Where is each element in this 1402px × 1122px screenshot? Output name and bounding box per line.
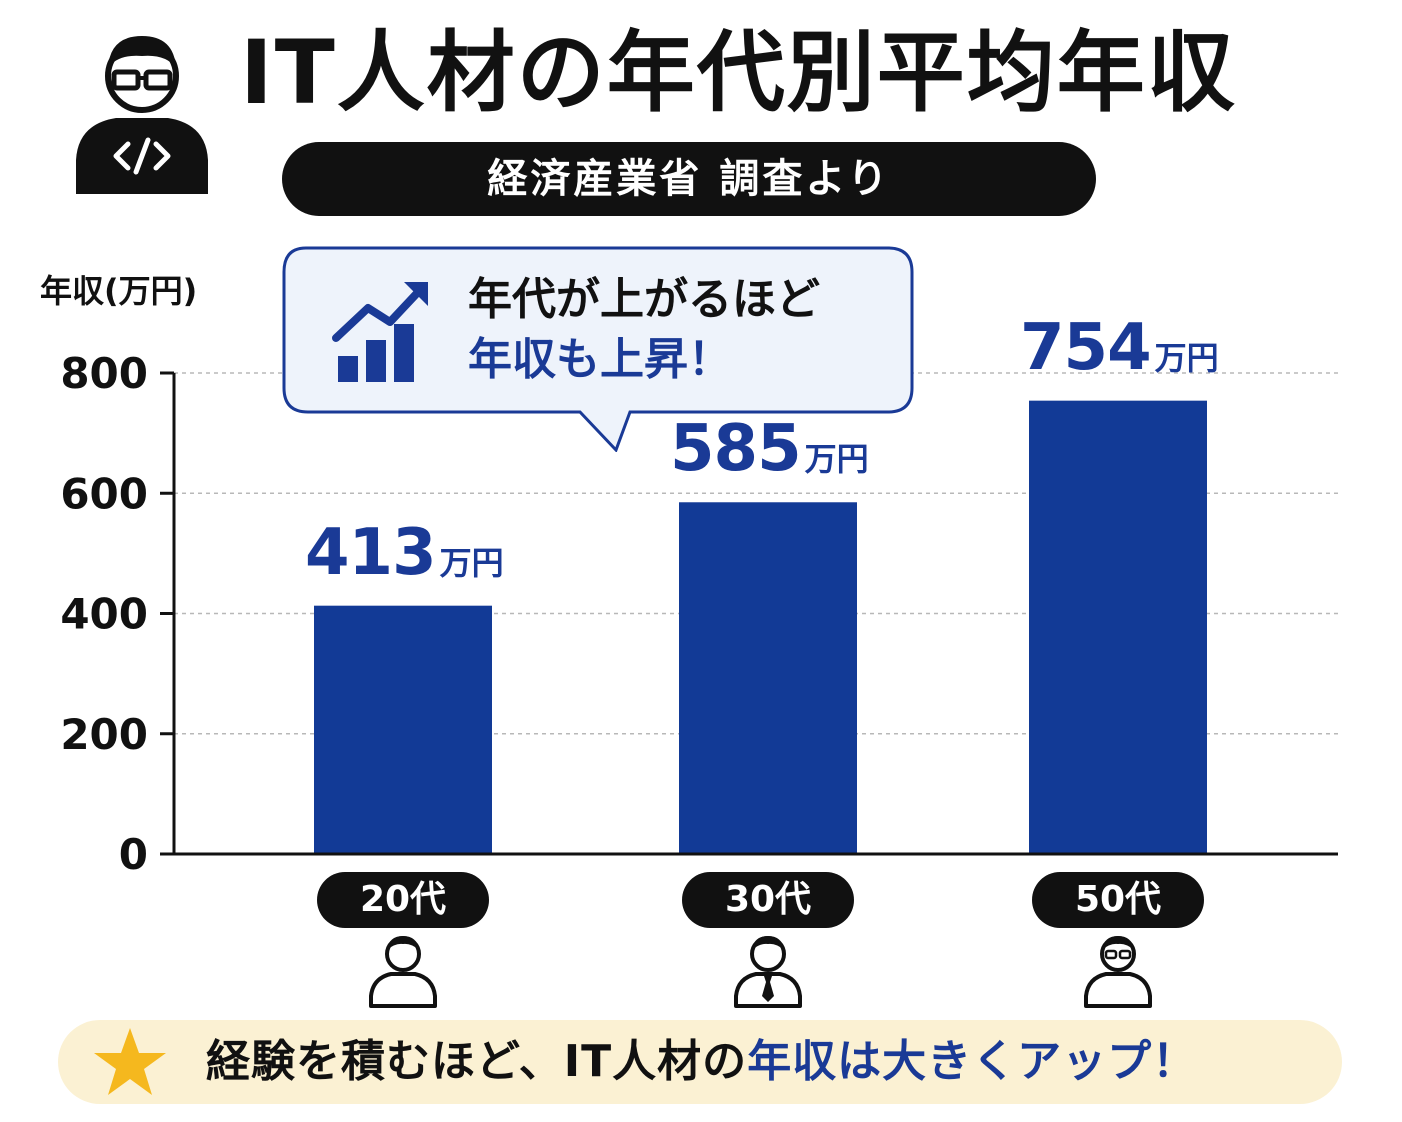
y-tick-label: 0 [119,830,148,879]
category-label-50代: 50代 [1032,872,1204,928]
footer-banner [58,1020,1342,1104]
person-icon [1084,936,1152,1008]
bar-value-number: 413 [305,515,437,590]
footer-message: 経験を積むほど、IT人材の年収は大きくアップ！ [206,1020,1197,1104]
category-label-20代: 20代 [317,872,489,928]
callout-text: 年代が上がるほど 年収も上昇！ [468,270,820,390]
bar-value-label: 585 万円 [670,412,869,486]
y-tick-label: 200 [60,710,148,759]
chart-up-icon [332,282,428,382]
star-icon [94,1028,166,1095]
person-icon [734,936,802,1008]
bar-20代 [314,605,492,854]
y-tick-label: 800 [60,349,148,398]
subtitle-pill: 経済産業省 調査より [282,142,1096,216]
footer-text-highlight: 年収は大きくアップ！ [747,1036,1198,1087]
bar-value-label: 754 万円 [1020,311,1219,385]
callout-bubble [282,246,914,452]
bar-value-unit: 万円 [1154,338,1219,377]
person-icon [369,936,437,1008]
y-axis-label: 年収(万円) [40,272,198,310]
page-title: IT人材の年代別平均年収 [240,21,1237,124]
developer-avatar-icon [76,36,208,194]
bar-value-number: 754 [1020,310,1152,385]
y-tick-label: 400 [60,590,148,639]
callout-line-2: 年収も上昇！ [468,334,732,385]
bar-value-unit: 万円 [804,440,869,479]
callout-line-1: 年代が上がるほど [468,274,820,325]
bar-value-unit: 万円 [439,543,504,582]
y-tick-label: 600 [60,469,148,518]
bar-50代 [1029,400,1207,854]
footer-text-main: 経験を積むほど、IT人材の [206,1036,748,1087]
bar-value-label: 413 万円 [305,516,504,590]
category-label-30代: 30代 [682,872,854,928]
bar-30代 [679,502,857,854]
bar-value-number: 585 [670,412,802,487]
